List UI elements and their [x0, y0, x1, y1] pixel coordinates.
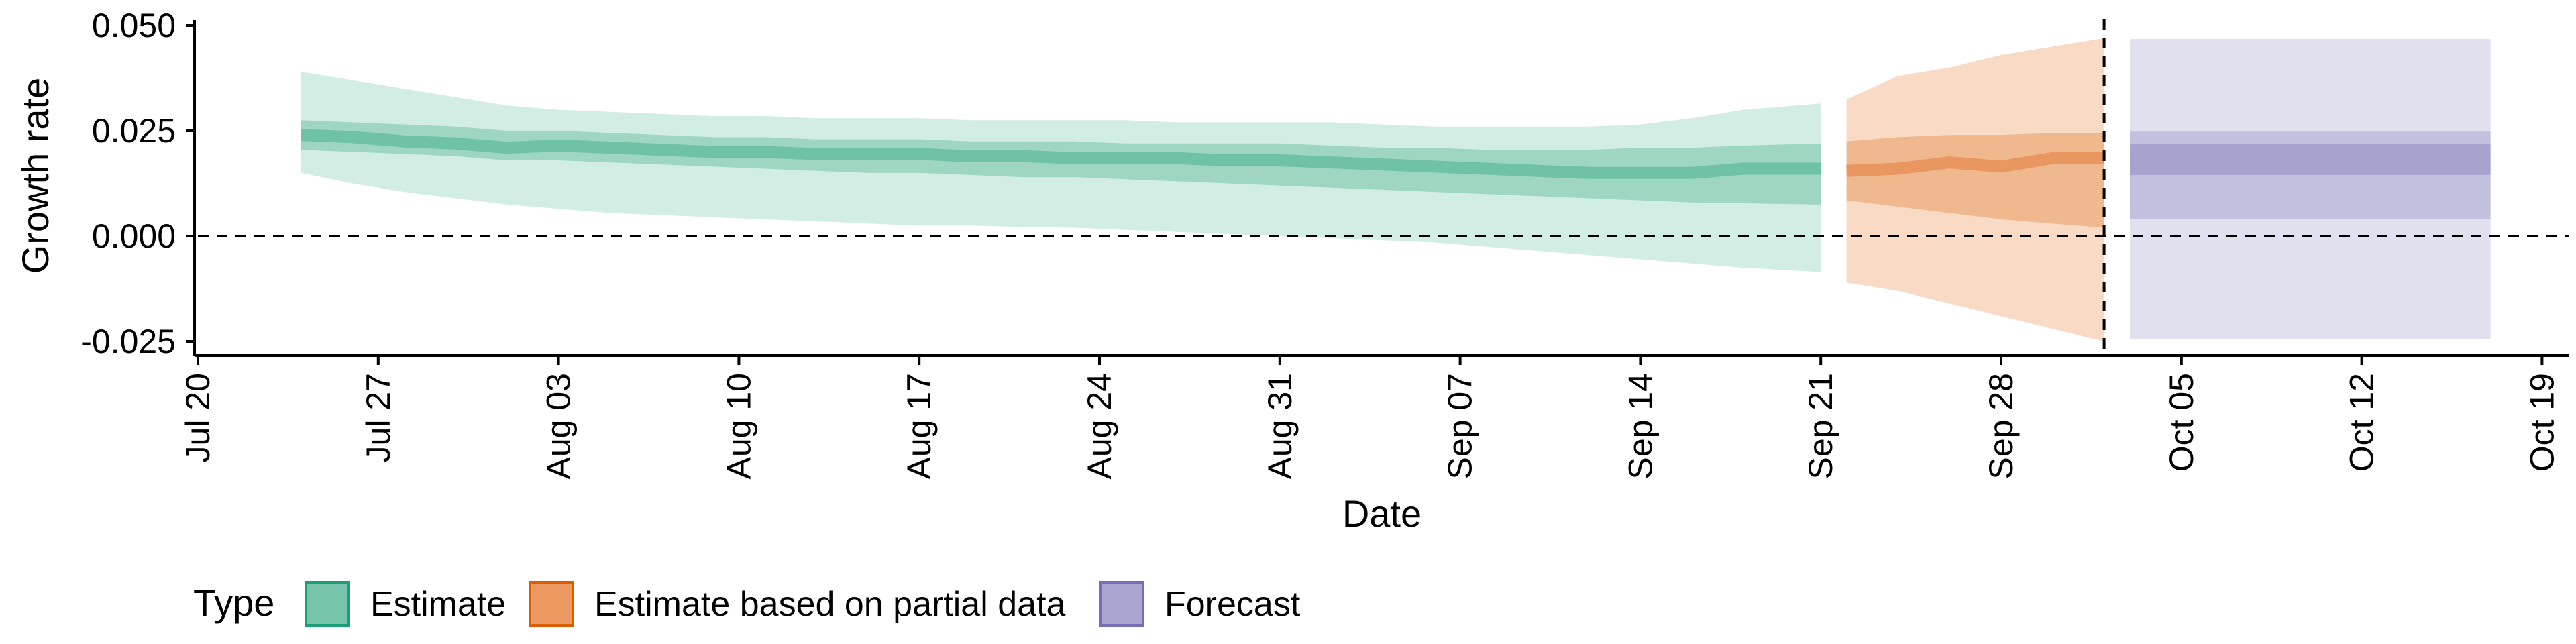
- y-tick-label: -0.025: [80, 323, 176, 360]
- series-estimate: [301, 72, 1821, 272]
- x-tick-label: Jul 20: [179, 373, 217, 462]
- x-tick-label: Aug 31: [1261, 373, 1299, 479]
- x-tick-label: Oct 12: [2343, 373, 2381, 472]
- y-tick-label: 0.000: [92, 217, 176, 255]
- x-tick-label: Aug 10: [720, 373, 757, 479]
- legend-item-estimate: Estimate: [305, 581, 506, 627]
- legend-key: [305, 581, 350, 627]
- median-line: [1846, 152, 2104, 177]
- x-tick-label: Jul 27: [360, 373, 397, 462]
- legend-label: Estimate: [370, 585, 506, 624]
- x-axis-title: Date: [1342, 492, 1421, 535]
- legend-label: Estimate based on partial data: [594, 585, 1066, 624]
- legend-title: Type: [193, 582, 274, 624]
- x-tick-label: Oct 05: [2163, 373, 2200, 472]
- series-estimate-based-on-partial-data: [1846, 38, 2104, 342]
- x-tick-label: Sep 28: [1982, 373, 2020, 479]
- legend-label: Forecast: [1165, 585, 1301, 624]
- x-tick-label: Sep 14: [1621, 373, 1659, 479]
- y-tick-label: 0.050: [92, 7, 176, 44]
- axes: -0.025 0.000 0.025 0.050 Jul 20 Jul 27 Aug 03 A…: [80, 7, 2569, 479]
- x-tick-label: Aug 24: [1081, 373, 1118, 479]
- x-tick-label: Aug 03: [540, 373, 578, 479]
- x-tick-label: Sep 21: [1802, 373, 1839, 479]
- legend-key: [529, 581, 574, 627]
- legend-item-forecast: Forecast: [1099, 581, 1301, 627]
- x-tick-label: Aug 17: [900, 373, 938, 479]
- legend-key: [1099, 581, 1144, 627]
- median-line: [301, 129, 1821, 179]
- chart-bands: [301, 38, 2491, 342]
- legend: Type Estimate Estimate based on partial da…: [193, 581, 1301, 627]
- legend-item-estimate-based-on-partial-data: Estimate based on partial data: [529, 581, 1066, 627]
- series-forecast: [2130, 39, 2491, 339]
- y-tick-label: 0.025: [92, 112, 176, 150]
- x-tick-label: Oct 19: [2523, 373, 2561, 472]
- band-50: [2130, 144, 2491, 175]
- y-axis-title: Growth rate: [14, 78, 56, 274]
- reference-lines: [198, 19, 2569, 354]
- x-tick-label: Sep 07: [1442, 373, 1479, 479]
